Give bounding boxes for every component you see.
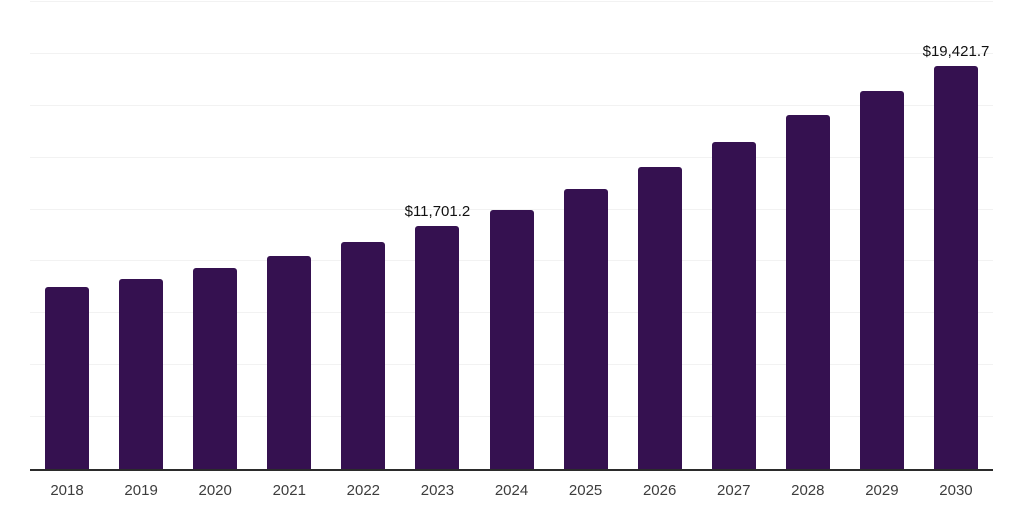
value-label-2030: $19,421.7 xyxy=(922,42,990,60)
xaxis-label-2027: 2027 xyxy=(717,482,751,499)
bar-slot-2019 xyxy=(104,2,178,469)
bar-slot-2018 xyxy=(30,2,104,469)
bar-slot-2027 xyxy=(697,2,771,469)
bar-slot-2022 xyxy=(326,2,400,469)
bar-slot-2026 xyxy=(623,2,697,469)
bar-2023 xyxy=(415,226,460,469)
xaxis-label-2029: 2029 xyxy=(865,482,899,499)
bar-2025 xyxy=(563,189,608,469)
bar-slot-2025 xyxy=(549,2,623,469)
xaxis-label-2026: 2026 xyxy=(642,482,677,499)
xaxis-label-2028: 2028 xyxy=(791,482,825,499)
gridline-15000 xyxy=(30,156,993,158)
bar-2024 xyxy=(489,209,534,469)
bars-row: $11,701.2 $19,421.7 xyxy=(30,2,993,469)
bar-slot-2030: $19,421.7 xyxy=(919,2,993,469)
x-axis-line xyxy=(30,469,993,471)
gridline-22500 xyxy=(30,1,993,2)
bar-slot-2020 xyxy=(178,2,252,469)
bar-2022 xyxy=(341,242,386,469)
bar-slot-2028 xyxy=(771,2,845,469)
gridline-12500 xyxy=(30,208,993,210)
bar-2021 xyxy=(267,256,312,469)
xaxis-label-2022: 2022 xyxy=(346,482,381,499)
bar-2028 xyxy=(785,114,830,469)
xaxis-label-2021: 2021 xyxy=(272,482,306,499)
bar-slot-2023: $11,701.2 xyxy=(400,2,474,469)
bar-slot-2029 xyxy=(845,2,919,469)
bar-slot-2021 xyxy=(252,2,326,469)
bar-2029 xyxy=(859,91,904,469)
xaxis-label-2019: 2019 xyxy=(124,482,158,499)
xaxis-label-2023: 2023 xyxy=(420,482,455,499)
bar-2018 xyxy=(45,287,90,469)
xaxis-label-2030: 2030 xyxy=(939,482,973,499)
x-axis-labels: 2018 2019 2020 2021 2022 2023 2024 2025 2026 2027… xyxy=(30,478,993,504)
bar-2026 xyxy=(637,166,682,469)
xaxis-label-2020: 2020 xyxy=(198,482,232,499)
gridline-20000 xyxy=(30,52,993,54)
value-label-2023: $11,701.2 xyxy=(404,203,471,221)
bar-2027 xyxy=(711,142,756,469)
bar-2030 xyxy=(933,65,978,469)
xaxis-label-2018: 2018 xyxy=(50,482,84,499)
bar-2019 xyxy=(119,279,164,469)
plot-area: $11,701.2 $19,421.7 xyxy=(30,1,993,469)
bar-slot-2024 xyxy=(474,2,548,469)
xaxis-label-2024: 2024 xyxy=(494,482,529,499)
gridline-17500 xyxy=(30,104,993,106)
xaxis-label-2025: 2025 xyxy=(568,482,603,499)
bar-2020 xyxy=(193,268,238,469)
